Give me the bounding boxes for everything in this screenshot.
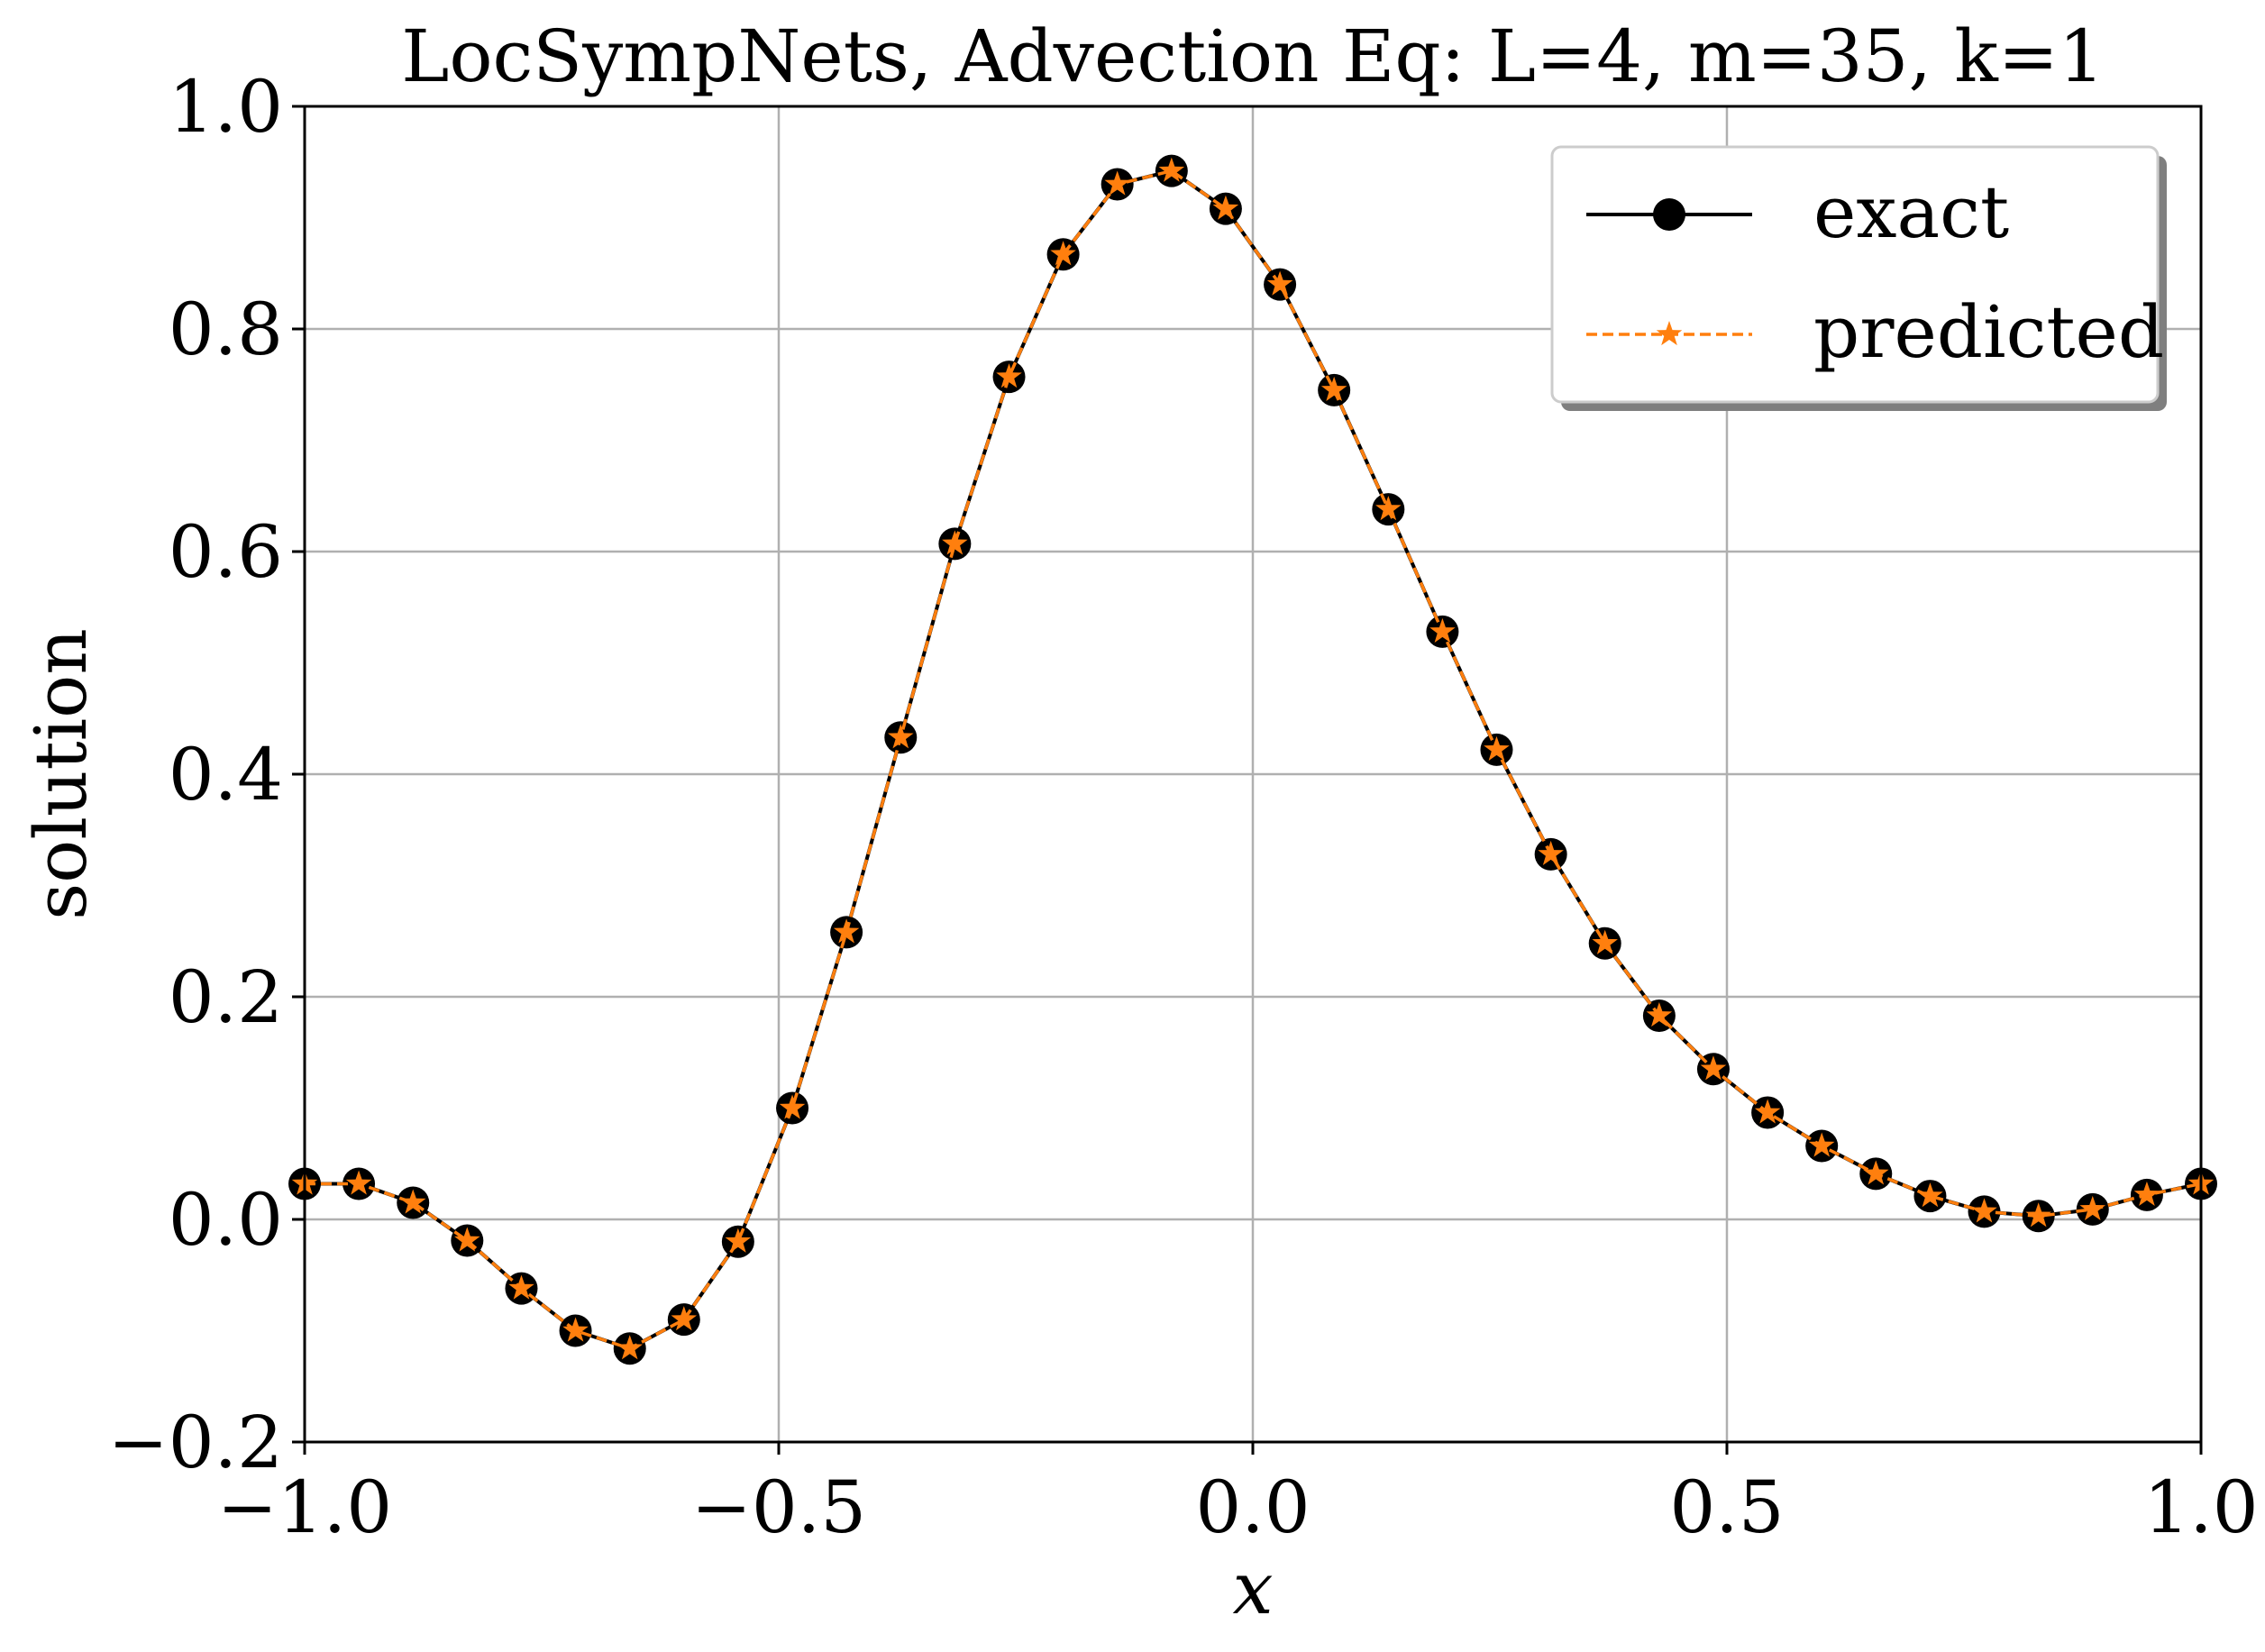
data-point-predicted <box>1700 1055 1727 1081</box>
data-point-predicted <box>1863 1160 1889 1185</box>
legend: exact predicted <box>1550 145 2167 411</box>
data-point-predicted <box>1646 1001 1673 1027</box>
data-point-predicted <box>779 1094 806 1119</box>
x-axis-title: x <box>1232 1547 1273 1630</box>
data-point-predicted <box>1592 929 1618 954</box>
chart-title: LocSympNets, Advection Eq: L=4, m=35, k=… <box>401 14 2105 98</box>
data-point-predicted <box>833 918 860 944</box>
legend-label-predicted: predicted <box>1813 290 2164 374</box>
data-point-predicted <box>1484 735 1510 761</box>
legend-entries: exact predicted <box>1586 170 2164 374</box>
x-tick-label: 1.0 <box>2143 1465 2258 1549</box>
data-point-predicted <box>1917 1182 1943 1208</box>
y-tick-label: −0.2 <box>108 1401 283 1484</box>
data-point-predicted <box>2079 1195 2106 1221</box>
legend-marker-predicted <box>1656 321 1683 346</box>
data-point-predicted <box>1971 1198 1997 1223</box>
y-tick-label: 1.0 <box>169 65 283 149</box>
data-point-predicted <box>1808 1132 1835 1157</box>
x-tick-label: 0.5 <box>1669 1465 1784 1549</box>
data-point-predicted <box>942 530 968 555</box>
data-point-predicted <box>508 1274 534 1300</box>
data-point-predicted <box>1158 157 1185 182</box>
y-tick-label: 0.8 <box>169 288 283 371</box>
data-point-predicted <box>671 1306 698 1331</box>
y-tick-label: 0.2 <box>169 955 283 1039</box>
x-tick-label: 0.0 <box>1195 1465 1310 1549</box>
legend-label-exact: exact <box>1813 170 2009 254</box>
y-tick-label: 0.0 <box>169 1178 283 1262</box>
data-point-predicted <box>345 1170 372 1195</box>
y-tick-label: 0.4 <box>169 733 283 817</box>
data-point-predicted <box>1429 617 1456 643</box>
data-point-predicted <box>399 1189 426 1214</box>
data-point-predicted <box>1320 376 1347 402</box>
data-point-predicted <box>1375 496 1402 521</box>
data-point-predicted <box>1050 241 1076 266</box>
legend-box <box>1550 145 2160 404</box>
ticks: −1.0 −0.5 0.0 0.5 1.0 −0.2 0.0 0.2 0.4 0.6 0.8 1.0 <box>108 65 2259 1549</box>
data-point-predicted <box>1266 270 1293 296</box>
x-tick-label: −0.5 <box>691 1465 866 1549</box>
y-axis-title: solution <box>19 628 103 920</box>
data-point-predicted <box>2133 1181 2160 1206</box>
y-tick-label: 0.6 <box>169 510 283 594</box>
data-point-predicted <box>1104 170 1130 196</box>
data-point-predicted <box>996 363 1022 388</box>
data-point-predicted <box>725 1228 752 1253</box>
legend-marker-exact <box>1653 198 1685 231</box>
data-point-predicted <box>2025 1202 2051 1228</box>
data-point-predicted <box>454 1227 480 1252</box>
data-point-predicted <box>888 724 914 749</box>
data-point-predicted <box>616 1335 643 1360</box>
data-point-predicted <box>1754 1099 1781 1124</box>
data-point-predicted <box>1538 840 1564 866</box>
data-point-predicted <box>562 1317 589 1342</box>
data-point-predicted <box>1212 195 1239 220</box>
x-tick-label: −1.0 <box>217 1465 392 1549</box>
